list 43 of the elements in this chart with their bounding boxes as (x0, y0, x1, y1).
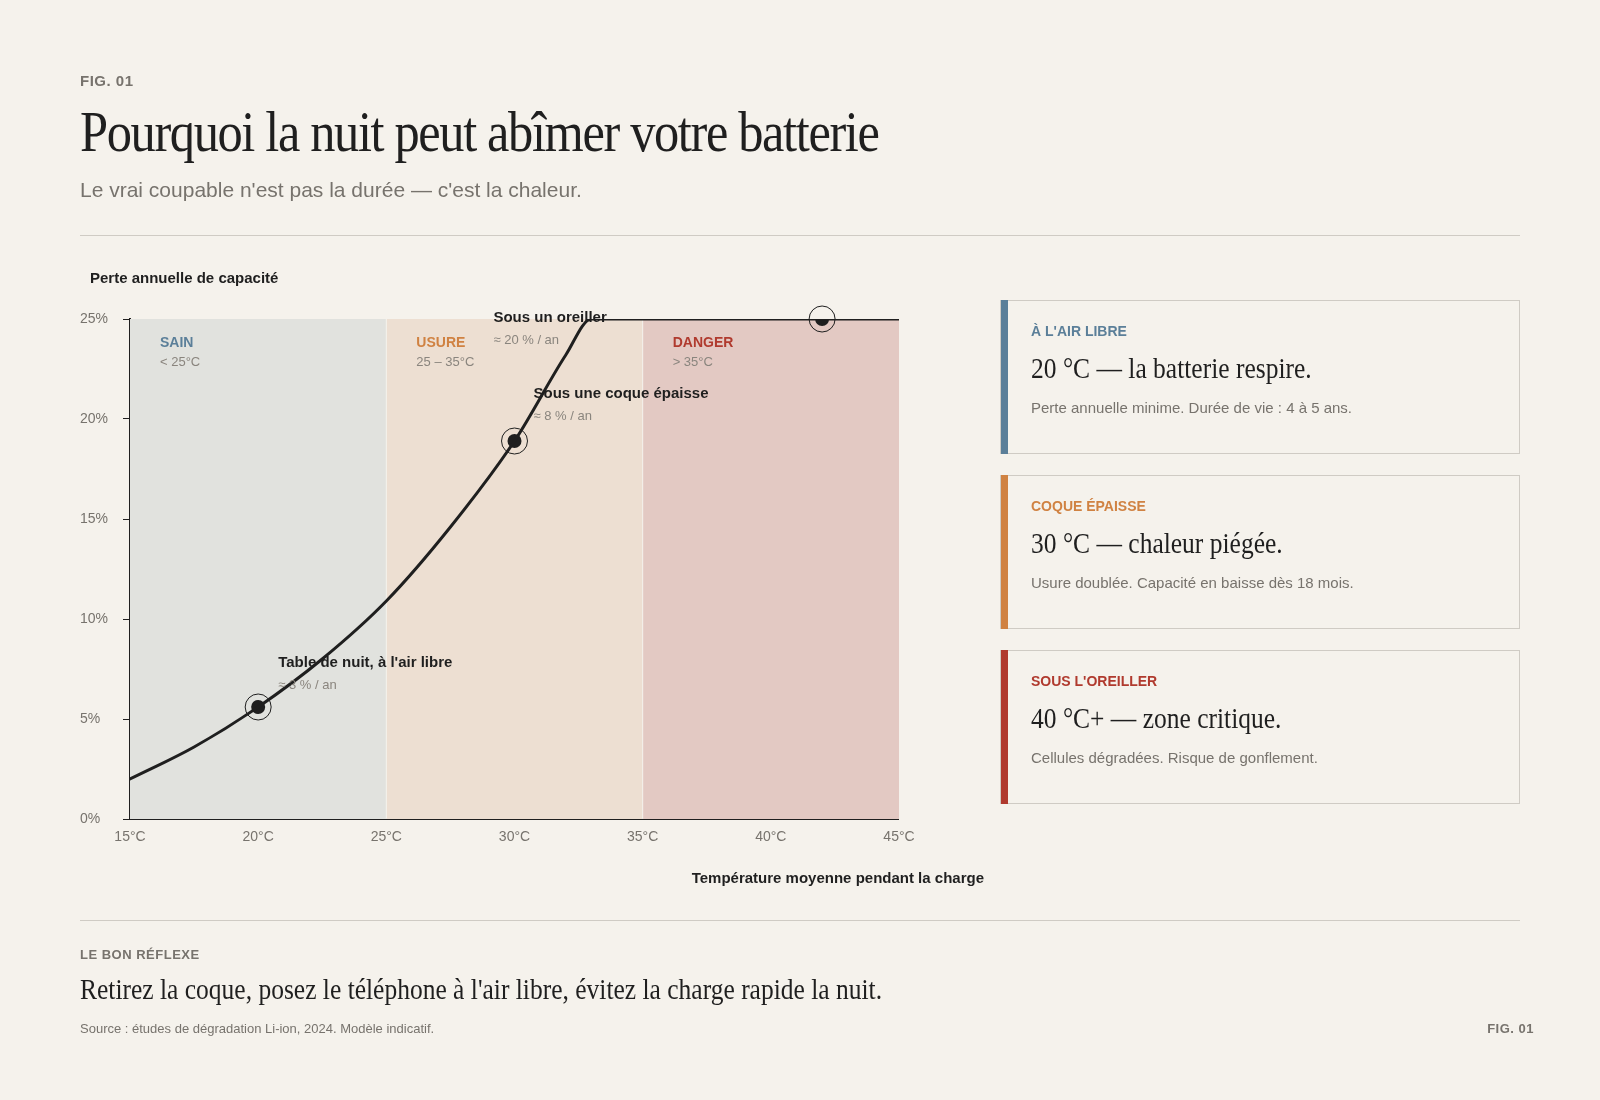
caption: FIG. 01 (1487, 1021, 1534, 1036)
x-tick-label: 40°C (755, 828, 787, 845)
annotation: < 25°C (160, 353, 201, 369)
chart-title: Pourquoi la nuit peut abîmer votre batterie (80, 100, 879, 164)
text: 40 °C+ — zone critique. (1031, 701, 1282, 735)
text: LE BON RÉFLEXE (80, 947, 200, 962)
point (244, 693, 272, 721)
band-label: SAIN (160, 333, 194, 350)
annotation: > 35°C (672, 353, 713, 369)
annotation: ≈ 20 % / an (493, 331, 560, 347)
point (501, 427, 528, 455)
chart-subtitle: Le vrai coupable n'est pas la durée — c'est la chaleur. (80, 178, 582, 202)
band-label: DANGER (672, 333, 734, 350)
text: Perte annuelle minime. Durée de vie : 4 à 5 ans. (1031, 399, 1353, 416)
y-tick-label: 10% (80, 609, 109, 626)
x-tick-label: 35°C (627, 828, 659, 845)
y-tick-label: 5% (80, 709, 101, 726)
annotation: 25 – 35°C (416, 353, 475, 369)
annotation: Sous un oreiller (493, 308, 607, 326)
x-axis-title: Température moyenne pendant la charge (691, 869, 984, 887)
annotation: ≈ 8 % / an (533, 407, 592, 423)
y-axis-title: Perte annuelle de capacité (90, 269, 279, 287)
text: Retirez la coque, posez le téléphone à l'air libre, évitez la charge rapide la nuit. (80, 972, 883, 1006)
x-tick-label: 25°C (370, 828, 402, 845)
source-note: Source : études de dégradation Li-ion, 2024. Modèle indicatif. (80, 1021, 435, 1036)
text: 20 °C — la batterie respire. (1031, 351, 1312, 385)
text: Cellules dégradées. Risque de gonflement. (1031, 749, 1318, 766)
text: Usure doublée. Capacité en baisse dès 18 mois. (1031, 574, 1354, 591)
text: SOUS L'OREILLER (1031, 673, 1158, 689)
text: COQUE ÉPAISSE (1031, 498, 1146, 514)
text: À L'AIR LIBRE (1031, 323, 1127, 339)
y-tick-label: 20% (80, 409, 109, 426)
y-tick-label: 0% (80, 809, 101, 826)
y-tick-label: 15% (80, 509, 109, 526)
text: 30 °C — chaleur piégée. (1031, 526, 1283, 560)
x-tick-label: 30°C (498, 828, 531, 845)
x-tick-label: 45°C (883, 828, 915, 845)
y-tick-label: 25% (80, 309, 109, 326)
x-tick-label: 15°C (114, 828, 146, 845)
annotation: Table de nuit, à l'air libre (278, 653, 453, 671)
caption: FIG. 01 (80, 72, 134, 89)
x-tick-label: 20°C (242, 828, 274, 845)
band-label: USURE (416, 333, 466, 350)
